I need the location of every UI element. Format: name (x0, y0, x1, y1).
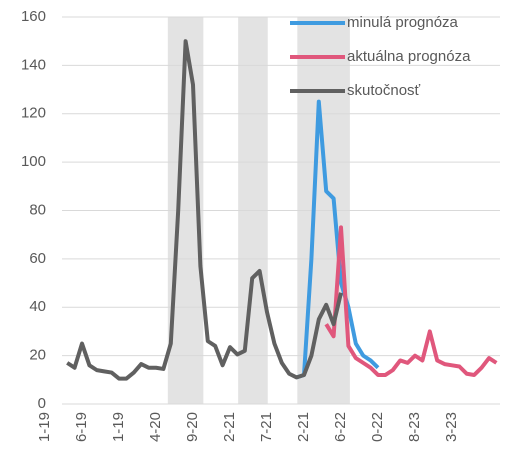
x-tick-label: 0-22 (369, 412, 386, 442)
series-line (66, 39, 343, 381)
x-tick-label: 1-19 (110, 412, 127, 442)
x-tick-label: 2-21 (295, 412, 312, 442)
legend-label: minulá prognóza (347, 14, 459, 31)
y-tick-label: 20 (29, 347, 46, 364)
y-tick-label: 0 (38, 395, 46, 412)
x-tick-label: 1-19 (36, 412, 53, 442)
legend-label: aktuálna prognóza (347, 48, 471, 65)
y-tick-label: 100 (21, 153, 46, 170)
y-tick-label: 140 (21, 56, 46, 73)
x-tick-label: 4-20 (147, 412, 164, 442)
x-tick-label: 8-23 (406, 412, 423, 442)
y-tick-label: 120 (21, 105, 46, 122)
y-tick-label: 40 (29, 298, 46, 315)
series-line (324, 225, 498, 377)
x-tick-label: 6-19 (73, 412, 90, 442)
legend-label: skutočnosť (347, 82, 421, 99)
y-tick-label: 80 (29, 201, 46, 218)
y-tick-label: 60 (29, 250, 46, 267)
x-tick-label: 6-22 (332, 412, 349, 442)
y-tick-label: 160 (21, 8, 46, 25)
x-tick-label: 9-20 (184, 412, 201, 442)
x-tick-label: 3-23 (443, 412, 460, 442)
x-tick-label: 7-21 (258, 412, 275, 442)
series-line (295, 99, 380, 380)
x-tick-label: 2-21 (221, 412, 238, 442)
